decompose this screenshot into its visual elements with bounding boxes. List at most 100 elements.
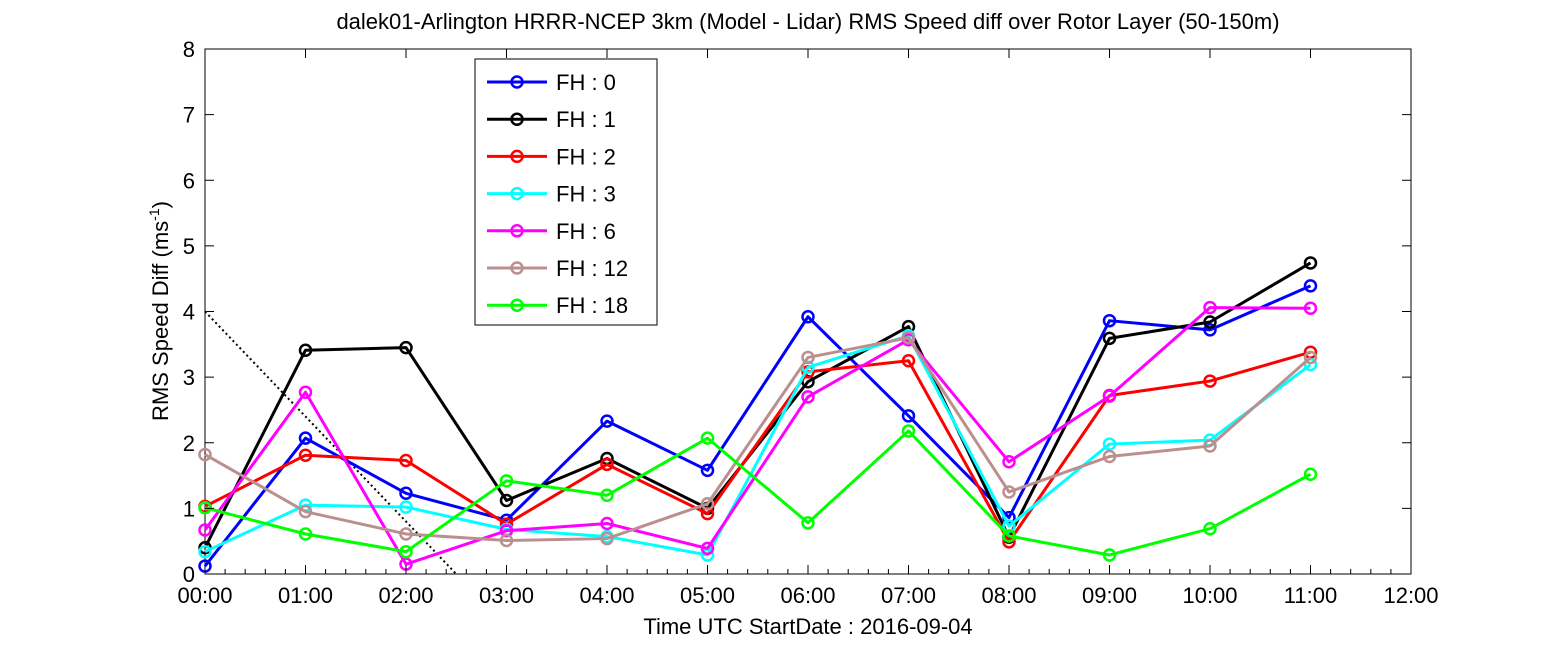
data-point [1102, 548, 1117, 562]
legend-label: FH : 6 [556, 219, 616, 244]
data-point [700, 541, 715, 556]
x-tick-label: 12:00 [1383, 583, 1438, 608]
legend-swatch-marker [510, 186, 524, 201]
data-point [1203, 323, 1217, 337]
y-tick-label: 6 [183, 168, 195, 193]
legend-label: FH : 3 [556, 182, 616, 207]
data-point [600, 457, 614, 472]
series-line [204, 334, 1312, 557]
data-point [1002, 529, 1016, 543]
series-line [204, 336, 1312, 543]
series-line [204, 429, 1312, 557]
data-point [801, 390, 815, 404]
data-point [1002, 455, 1016, 469]
data-point [399, 527, 413, 541]
data-point [1102, 449, 1117, 464]
y-tick-label: 7 [183, 103, 195, 128]
x-tick-label: 05:00 [680, 583, 735, 608]
y-tick-label: 8 [183, 37, 195, 62]
x-axis-label: Time UTC StartDate : 2016-09-04 [643, 614, 972, 639]
data-point [399, 453, 413, 468]
data-point [298, 343, 313, 357]
legend-swatch-marker [510, 112, 524, 126]
data-point [399, 486, 413, 501]
legend-item: FH : 3 [487, 182, 616, 207]
data-point [1303, 279, 1318, 293]
data-point [1203, 315, 1217, 329]
x-tick-label: 09:00 [1082, 583, 1137, 608]
data-point [1303, 467, 1318, 481]
data-point [801, 310, 815, 324]
series-layer [198, 256, 1318, 573]
x-tick-label: 02:00 [378, 583, 433, 608]
data-point [600, 516, 614, 531]
y-axis-label-close: ) [148, 201, 173, 208]
data-point [801, 516, 815, 530]
data-point [600, 488, 614, 502]
data-point [499, 533, 514, 548]
legend-item: FH : 0 [487, 70, 616, 95]
reference-line [204, 310, 457, 575]
legend-swatch-marker [510, 75, 524, 89]
legend-item: FH : 6 [487, 219, 616, 244]
data-point [198, 500, 212, 515]
data-point [1203, 374, 1217, 388]
data-point [298, 527, 313, 541]
series-fh-12 [198, 331, 1318, 548]
data-point [600, 531, 614, 546]
y-tick-label: 3 [183, 365, 195, 390]
data-point [700, 431, 715, 445]
x-tick-label: 10:00 [1182, 583, 1237, 608]
legend-label: FH : 18 [556, 293, 628, 318]
x-tick-label: 04:00 [579, 583, 634, 608]
legend-swatch-marker [510, 298, 524, 312]
x-tick-label: 08:00 [981, 583, 1036, 608]
x-tick-label: 01:00 [278, 583, 333, 608]
chart-title: dalek01-Arlington HRRR-NCEP 3km (Model -… [336, 9, 1279, 34]
data-point [399, 500, 413, 514]
data-point [298, 504, 313, 519]
reference-line-layer [204, 310, 457, 575]
y-axis-label-main: RMS Speed Diff (ms [148, 221, 173, 421]
data-point [1303, 350, 1318, 365]
legend-swatch-marker [510, 149, 524, 164]
data-point [499, 474, 514, 488]
x-tick-label: 06:00 [780, 583, 835, 608]
series-line [204, 350, 1311, 544]
legend-item: FH : 18 [487, 293, 628, 318]
data-point [499, 493, 514, 508]
data-point [901, 409, 916, 423]
series-fh-18 [198, 424, 1318, 562]
y-tick-label: 0 [183, 562, 195, 587]
data-point [298, 448, 313, 462]
data-point [1203, 300, 1217, 315]
x-tick-label: 00:00 [177, 583, 232, 608]
series-fh-6 [198, 300, 1318, 571]
data-point [801, 350, 815, 365]
series-line [203, 284, 1312, 568]
legend-box [474, 58, 658, 326]
y-tick-label: 4 [183, 300, 195, 325]
legend-label: FH : 12 [556, 256, 628, 281]
y-tick-label: 5 [183, 234, 195, 259]
series-line [203, 306, 1311, 566]
legend-item: FH : 1 [487, 107, 616, 132]
legend-item: FH : 2 [487, 144, 616, 169]
data-point [198, 544, 212, 559]
x-tick-label: 07:00 [881, 583, 936, 608]
legend-item: FH : 12 [487, 256, 628, 281]
data-point [198, 523, 212, 537]
data-point [600, 414, 614, 428]
data-point [700, 497, 715, 511]
legend-label: FH : 1 [556, 107, 616, 132]
data-point [1203, 439, 1217, 453]
y-axis-label-superscript: -1 [146, 208, 162, 221]
data-point [1102, 389, 1117, 403]
data-point [298, 431, 313, 445]
data-point [1303, 301, 1318, 315]
legend-label: FH : 2 [556, 144, 616, 169]
legend: FH : 0 FH : 1 FH : 2 FH : 3 FH : 6 FH : 12 FH … [474, 58, 658, 326]
data-point [1002, 485, 1016, 499]
legend-swatch-marker [510, 224, 524, 238]
